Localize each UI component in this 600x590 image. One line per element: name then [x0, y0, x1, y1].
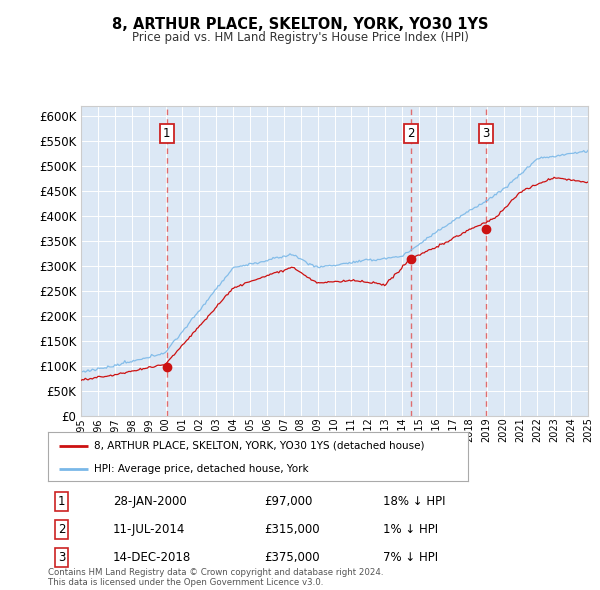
Text: 7% ↓ HPI: 7% ↓ HPI — [383, 551, 438, 564]
Text: 8, ARTHUR PLACE, SKELTON, YORK, YO30 1YS (detached house): 8, ARTHUR PLACE, SKELTON, YORK, YO30 1YS… — [94, 441, 425, 451]
Text: 3: 3 — [482, 127, 490, 140]
Text: Price paid vs. HM Land Registry's House Price Index (HPI): Price paid vs. HM Land Registry's House … — [131, 31, 469, 44]
Text: HPI: Average price, detached house, York: HPI: Average price, detached house, York — [94, 464, 309, 474]
Text: £375,000: £375,000 — [264, 551, 320, 564]
Text: Contains HM Land Registry data © Crown copyright and database right 2024.
This d: Contains HM Land Registry data © Crown c… — [48, 568, 383, 587]
Text: 2: 2 — [58, 523, 65, 536]
Text: 2: 2 — [407, 127, 415, 140]
Text: £97,000: £97,000 — [264, 495, 313, 508]
Text: 3: 3 — [58, 551, 65, 564]
Text: 11-JUL-2014: 11-JUL-2014 — [113, 523, 185, 536]
Text: £315,000: £315,000 — [264, 523, 320, 536]
Text: 18% ↓ HPI: 18% ↓ HPI — [383, 495, 445, 508]
Text: 1% ↓ HPI: 1% ↓ HPI — [383, 523, 438, 536]
Text: 28-JAN-2000: 28-JAN-2000 — [113, 495, 187, 508]
Text: 1: 1 — [58, 495, 65, 508]
Text: 14-DEC-2018: 14-DEC-2018 — [113, 551, 191, 564]
Text: 1: 1 — [163, 127, 170, 140]
Text: 8, ARTHUR PLACE, SKELTON, YORK, YO30 1YS: 8, ARTHUR PLACE, SKELTON, YORK, YO30 1YS — [112, 17, 488, 31]
